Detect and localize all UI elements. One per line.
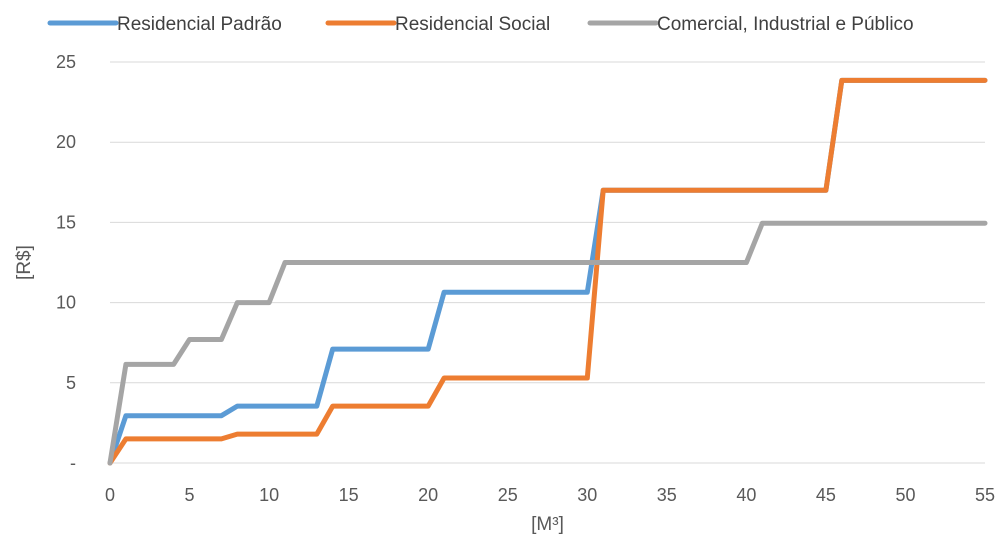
x-tick-label: 40 <box>736 485 756 505</box>
x-tick-label: 15 <box>339 485 359 505</box>
x-tick-label: 5 <box>185 485 195 505</box>
x-tick-label: 35 <box>657 485 677 505</box>
y-tick-label: 15 <box>56 212 76 232</box>
x-tick-label: 55 <box>975 485 995 505</box>
series-lines <box>107 77 988 466</box>
legend-item: Residencial Padrão <box>47 14 282 35</box>
y-tick-label: 10 <box>56 293 76 313</box>
x-tick-label: 30 <box>577 485 597 505</box>
x-axis-ticks: 0 5 10 15 20 25 30 35 40 45 50 55 <box>105 485 995 505</box>
y-tick-label: 25 <box>56 52 76 72</box>
series-line-3 <box>107 220 988 466</box>
legend-item: Residencial Social <box>325 14 550 35</box>
legend-label: Comercial, Industrial e Público <box>657 14 914 35</box>
y-axis-title: [R$] <box>14 245 35 280</box>
y-tick-label: - <box>70 453 76 473</box>
x-tick-label: 25 <box>498 485 518 505</box>
y-axis-ticks: - 5 10 15 20 25 <box>56 52 76 473</box>
legend-label: Residencial Padrão <box>117 14 282 35</box>
x-tick-label: 20 <box>418 485 438 505</box>
x-tick-label: 10 <box>259 485 279 505</box>
legend-label: Residencial Social <box>395 14 550 35</box>
series-line-2 <box>107 77 988 466</box>
x-tick-label: 45 <box>816 485 836 505</box>
x-tick-label: 0 <box>105 485 115 505</box>
y-tick-label: 20 <box>56 132 76 152</box>
series-line-1 <box>107 77 988 466</box>
legend-item: Comercial, Industrial e Público <box>587 14 914 35</box>
legend: Residencial Padrão Residencial Social Come… <box>47 14 914 35</box>
x-axis-title: [M³] <box>531 514 564 535</box>
x-tick-label: 50 <box>895 485 915 505</box>
y-tick-label: 5 <box>66 373 76 393</box>
